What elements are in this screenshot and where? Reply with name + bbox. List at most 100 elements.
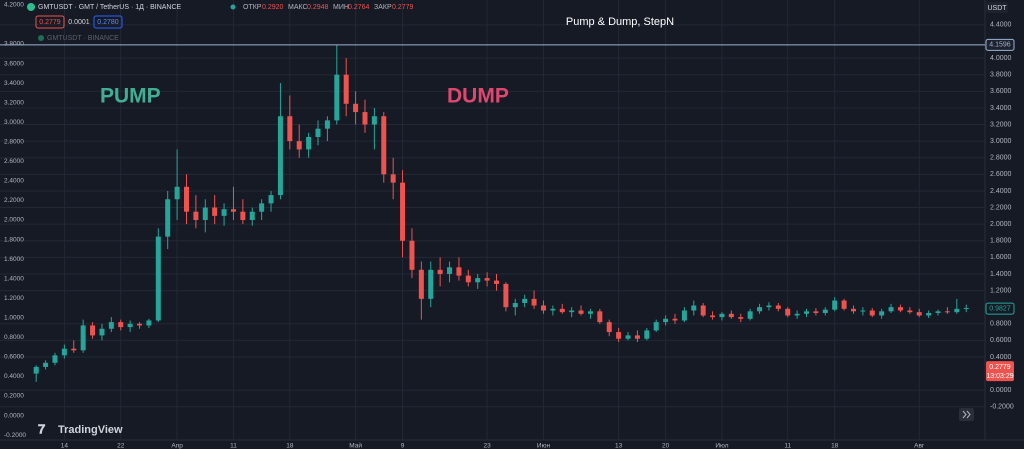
left-y-tick-label: 0.8000 <box>4 334 24 341</box>
x-tick-label: 18 <box>286 443 294 449</box>
x-tick-label: 11 <box>784 443 791 449</box>
candle-body <box>597 311 603 323</box>
candle-body <box>550 308 556 311</box>
candle-body <box>221 209 227 216</box>
candle-body <box>672 318 678 321</box>
candle-body <box>578 310 584 314</box>
left-y-tick-label: 1.0000 <box>4 314 24 321</box>
left-y-tick-label: 3.6000 <box>4 60 24 67</box>
buy-price[interactable]: 0.2780 <box>97 19 119 26</box>
candle-body <box>296 141 302 150</box>
candle-body <box>249 211 255 220</box>
candle-body <box>193 211 199 220</box>
candle-body <box>287 116 293 142</box>
ohlc-value: 0.2764 <box>348 4 370 11</box>
chart-title: Pump & Dump, StepN <box>566 16 674 28</box>
left-y-tick-label: 1.6000 <box>4 256 24 263</box>
ohlc-value: 0.2779 <box>392 4 414 11</box>
y-tick-label: 3.0000 <box>990 138 1012 145</box>
y-tick-label: 0.4000 <box>990 354 1012 361</box>
symbol-icon <box>27 3 35 11</box>
currency-box[interactable] <box>986 2 1008 13</box>
candle-body <box>785 308 791 316</box>
candle-body <box>99 328 105 336</box>
logo-mark: 𝟕 <box>38 421 46 436</box>
ohlc-value: 0.2920 <box>262 4 284 11</box>
candle-body <box>137 323 143 326</box>
candle-body <box>653 322 659 331</box>
candle-body <box>315 128 321 137</box>
annotation: DUMP <box>447 85 509 108</box>
sell-button[interactable] <box>35 15 65 29</box>
candle-body <box>832 300 838 310</box>
candle-body <box>174 186 180 200</box>
x-tick-label: 14 <box>61 443 69 449</box>
x-tick-label: 11 <box>230 443 237 449</box>
candle-body <box>587 311 593 314</box>
overlay-symbol: GMTUSDT · BINANCE <box>47 35 119 42</box>
price-tags: 4.4000 4.0000 3.8000 3.6000 3.4000 3.2000 3.00… <box>4 2 1015 449</box>
x-tick-label: 23 <box>483 443 491 449</box>
candle-body <box>428 269 434 299</box>
candle-body <box>512 303 518 308</box>
candle-body <box>926 312 932 316</box>
candle-body <box>437 269 443 274</box>
left-y-tick-label: -0.2000 <box>4 432 26 439</box>
candle-body <box>822 309 828 313</box>
candle-body <box>897 307 903 311</box>
ohlc-label: МИН <box>333 4 349 11</box>
candle-body <box>381 116 387 175</box>
symbol[interactable]: GMTUSDT · GMT / TetherUS · 1Д · BINANCE <box>38 4 182 11</box>
candle-body <box>277 116 283 196</box>
candle-body <box>841 300 847 309</box>
annotation: PUMP <box>100 85 161 108</box>
candle-body <box>52 355 58 363</box>
currency[interactable]: USDT <box>987 5 1007 12</box>
buy-button[interactable] <box>93 15 123 29</box>
candle-body <box>559 308 565 313</box>
status-dot <box>230 4 236 10</box>
candle-body <box>108 322 114 329</box>
candle-body <box>804 311 810 314</box>
candle-body <box>728 313 734 318</box>
y-tick-label: 2.0000 <box>990 221 1012 228</box>
candle-body <box>738 317 744 319</box>
y-tick-label: 3.2000 <box>990 121 1012 128</box>
price-tag <box>985 38 1015 51</box>
candle-body <box>935 311 941 313</box>
left-y-tick-label: 3.2000 <box>4 99 24 106</box>
candles <box>0 44 985 382</box>
y-tick-label: 4.4000 <box>990 22 1012 29</box>
y-tick-label: 1.8000 <box>990 238 1012 245</box>
y-tick-label: 0.0000 <box>990 387 1012 394</box>
y-tick-label: 3.4000 <box>990 105 1012 112</box>
candle-body <box>343 74 349 104</box>
candle-body <box>183 186 189 212</box>
candle-body <box>616 332 622 339</box>
y-tick-label: 0.8000 <box>990 321 1012 328</box>
candle-body <box>259 203 265 212</box>
candle-body <box>71 348 77 351</box>
ohlc-label: ОТКР <box>243 4 262 11</box>
candle-body <box>691 305 697 311</box>
candle-body <box>212 207 218 216</box>
candle-body <box>202 207 208 220</box>
sell-price[interactable]: 0.2779 <box>39 19 61 26</box>
x-tick-label: Май <box>349 442 362 449</box>
candle-body <box>540 305 546 311</box>
candle-body <box>165 199 171 237</box>
left-y-tick-label: 3.4000 <box>4 80 24 87</box>
candle-body <box>146 320 152 326</box>
left-y-tick-label: 0.0000 <box>4 412 24 419</box>
left-y-tick-label: 2.6000 <box>4 158 24 165</box>
y-tick-label: -0.2000 <box>990 404 1014 411</box>
candle-body <box>766 305 772 308</box>
y-tick-label: 3.6000 <box>990 88 1012 95</box>
candle-body <box>353 103 359 113</box>
left-y-tick-label: 2.8000 <box>4 138 24 145</box>
candle-body <box>456 267 462 276</box>
left-y-tick-label: 1.8000 <box>4 236 24 243</box>
left-y-tick-label: 2.4000 <box>4 178 24 185</box>
candle-body <box>418 269 424 299</box>
price-tag <box>985 302 1015 315</box>
